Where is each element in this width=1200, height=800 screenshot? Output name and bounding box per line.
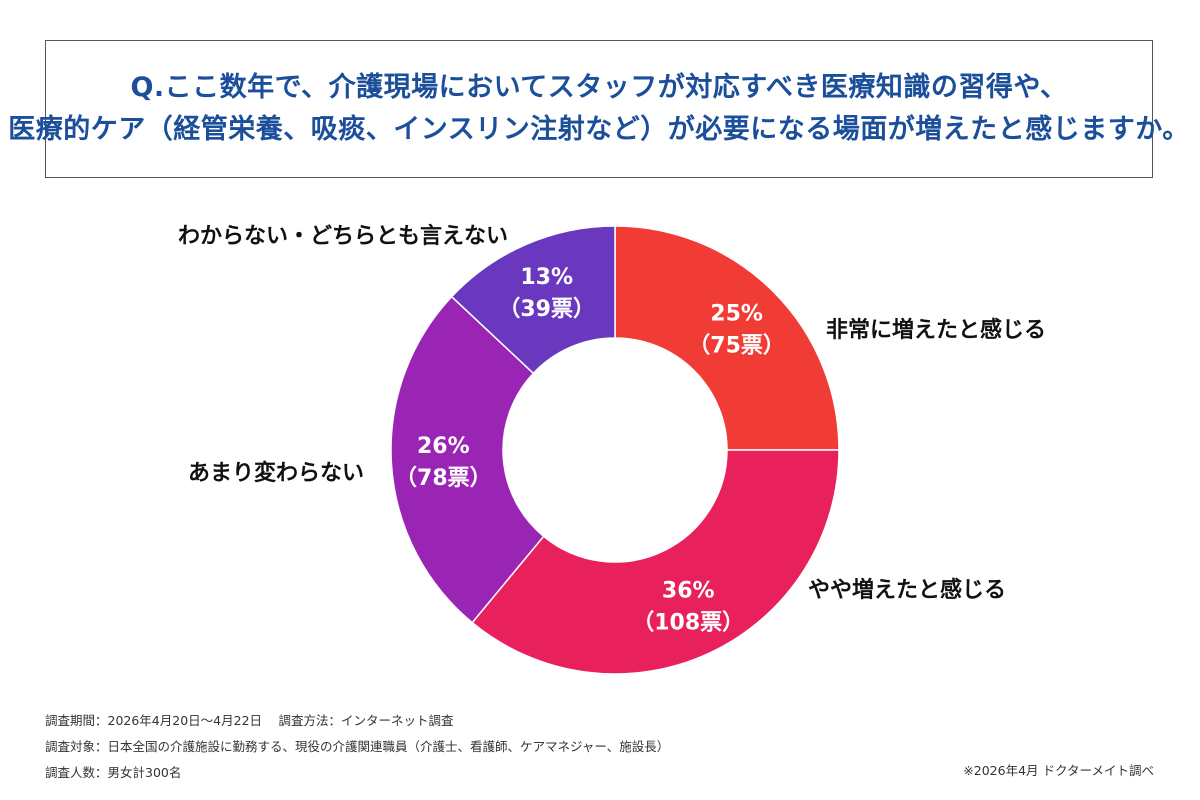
donut-slice-somewhat-increased bbox=[471, 449, 840, 675]
category-label-somewhat-increased: やや増えたと感じる bbox=[808, 578, 1007, 603]
question-box: Q.ここ数年で、介護現場においてスタッフが対応すべき医療知識の習得や、 医療的ケ… bbox=[8, 40, 1189, 178]
survey-period: 調査期間：2026年4月20日〜4月22日 調査方法：インターネット調査 bbox=[45, 713, 454, 728]
category-label-not-changed: あまり変わらない bbox=[188, 461, 365, 486]
percent-label-unknown: 13% bbox=[520, 265, 573, 290]
donut-slice-unknown bbox=[450, 225, 616, 375]
question-line-2: 医療的ケア（経管栄養、吸痰、インスリン注射など）が必要になる場面が増えたと感じま… bbox=[8, 114, 1190, 145]
donut-slice-not-changed bbox=[390, 295, 545, 624]
percent-label-somewhat-increased: 36% bbox=[662, 579, 715, 604]
survey-source: ※2026年4月 ドクターメイト調べ bbox=[963, 763, 1154, 778]
category-label-unknown: わからない・どちらとも言えない bbox=[178, 224, 509, 249]
vote-label-unknown: （39票） bbox=[498, 297, 595, 322]
category-label-very-increased: 非常に増えたと感じる bbox=[826, 318, 1047, 343]
survey-count: 調査人数：男女計300名 bbox=[45, 765, 182, 780]
donut-slice-very-increased bbox=[614, 225, 840, 451]
vote-label-very-increased: （75票） bbox=[688, 333, 785, 358]
vote-label-not-changed: （78票） bbox=[395, 466, 492, 491]
survey-footer: 調査期間：2026年4月20日〜4月22日 調査方法：インターネット調査 調査対… bbox=[45, 708, 669, 786]
survey-target: 調査対象：日本全国の介護施設に勤務する、現役の介護関連職員（介護士、看護師、ケア… bbox=[45, 739, 670, 754]
percent-label-very-increased: 25% bbox=[710, 301, 763, 326]
vote-label-somewhat-increased: （108票） bbox=[632, 611, 744, 636]
question-line-1: Q.ここ数年で、介護現場においてスタッフが対応すべき医療知識の習得や、 bbox=[130, 72, 1068, 104]
percent-label-not-changed: 26% bbox=[417, 434, 470, 459]
